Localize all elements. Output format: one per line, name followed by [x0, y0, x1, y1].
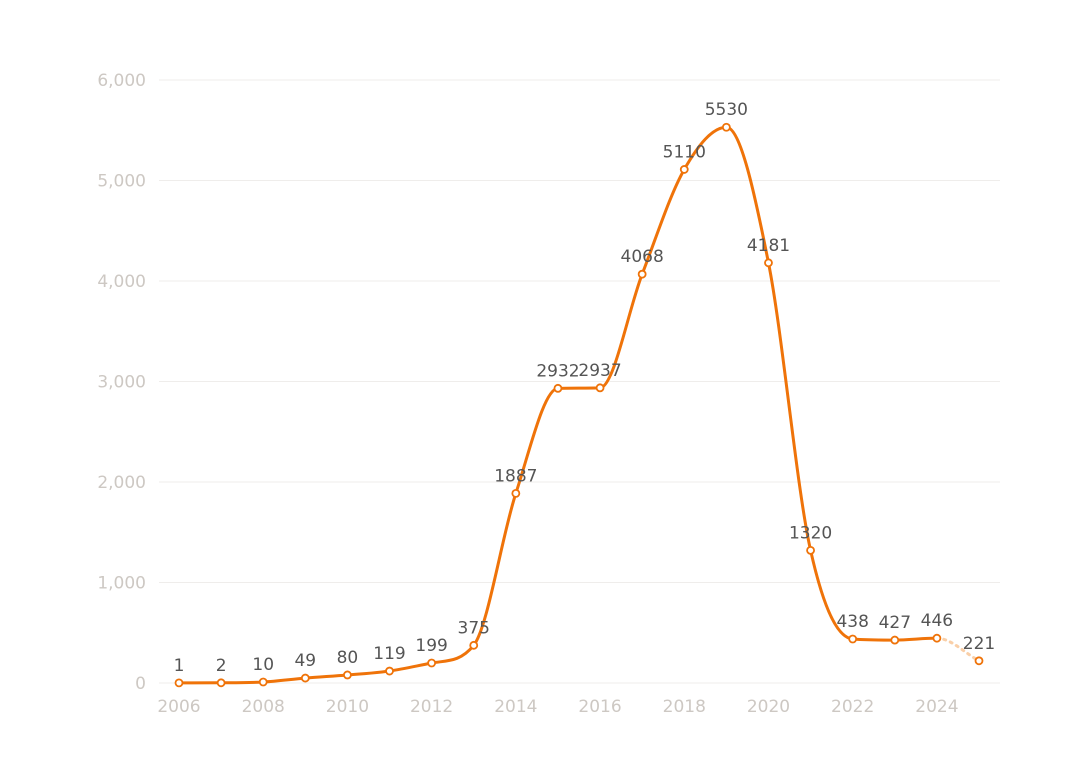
data-label: 2937	[578, 361, 621, 381]
data-point	[300, 673, 310, 683]
data-point	[385, 666, 394, 676]
series-line	[178, 125, 937, 685]
data-label: 5110	[663, 142, 706, 162]
data-label: 438	[836, 612, 868, 632]
data-label: 80	[337, 648, 359, 668]
data-label: 375	[458, 618, 490, 638]
data-point	[974, 656, 984, 666]
data-point	[511, 488, 521, 498]
data-label: 446	[921, 611, 953, 631]
x-axis-ticks: 2006 2008 2010 2012 2014 2016 2018 2020 2022 2024	[157, 697, 958, 717]
data-label: 199	[415, 636, 447, 656]
x-tick-label: 2024	[915, 697, 958, 717]
data-label: 4068	[621, 247, 664, 267]
data-label: 5530	[705, 100, 748, 120]
data-point	[343, 670, 352, 680]
data-point	[806, 545, 815, 555]
gridlines	[159, 79, 1000, 684]
data-point	[679, 165, 689, 174]
data-label: 1887	[494, 466, 537, 486]
y-tick-label: 5,000	[97, 172, 146, 192]
y-tick-label: 2,000	[97, 473, 146, 493]
data-point	[637, 269, 647, 279]
data-point	[427, 658, 437, 668]
data-point	[721, 122, 731, 132]
x-tick-label: 2010	[326, 697, 369, 717]
series-lines	[178, 125, 981, 685]
data-point	[553, 383, 563, 393]
data-point	[595, 383, 605, 393]
data-point	[890, 635, 900, 645]
x-tick-label: 2022	[831, 697, 874, 717]
data-point	[216, 678, 226, 688]
data-label: 119	[373, 644, 405, 664]
x-tick-label: 2016	[578, 697, 621, 717]
data-label: 427	[879, 613, 911, 633]
data-label: 1320	[789, 523, 832, 543]
data-label: 49	[294, 651, 316, 671]
data-label: 4181	[747, 236, 790, 256]
x-tick-label: 2012	[410, 697, 453, 717]
x-tick-label: 2008	[242, 697, 285, 717]
x-tick-label: 2006	[157, 697, 200, 717]
data-label: 2	[216, 656, 227, 676]
data-label: 10	[252, 655, 274, 675]
y-tick-label: 0	[135, 674, 146, 694]
data-point	[932, 633, 942, 643]
data-point	[848, 634, 858, 644]
data-point	[764, 258, 773, 268]
y-tick-label: 3,000	[97, 373, 146, 393]
x-tick-label: 2018	[663, 697, 706, 717]
data-point	[174, 678, 184, 688]
x-tick-label: 2014	[494, 697, 537, 717]
y-tick-label: 4,000	[97, 272, 146, 292]
data-point	[258, 677, 268, 687]
data-label: 221	[963, 634, 995, 654]
data-label: 1	[174, 656, 185, 676]
y-axis-ticks: 0 1,000 2,000 3,000 4,000 5,000 6,000	[97, 71, 146, 694]
data-label: 2932	[536, 361, 579, 381]
data-points	[174, 122, 984, 688]
y-tick-label: 1,000	[97, 574, 146, 594]
y-tick-label: 6,000	[97, 71, 146, 91]
x-tick-label: 2020	[747, 697, 790, 717]
data-point	[469, 640, 479, 650]
